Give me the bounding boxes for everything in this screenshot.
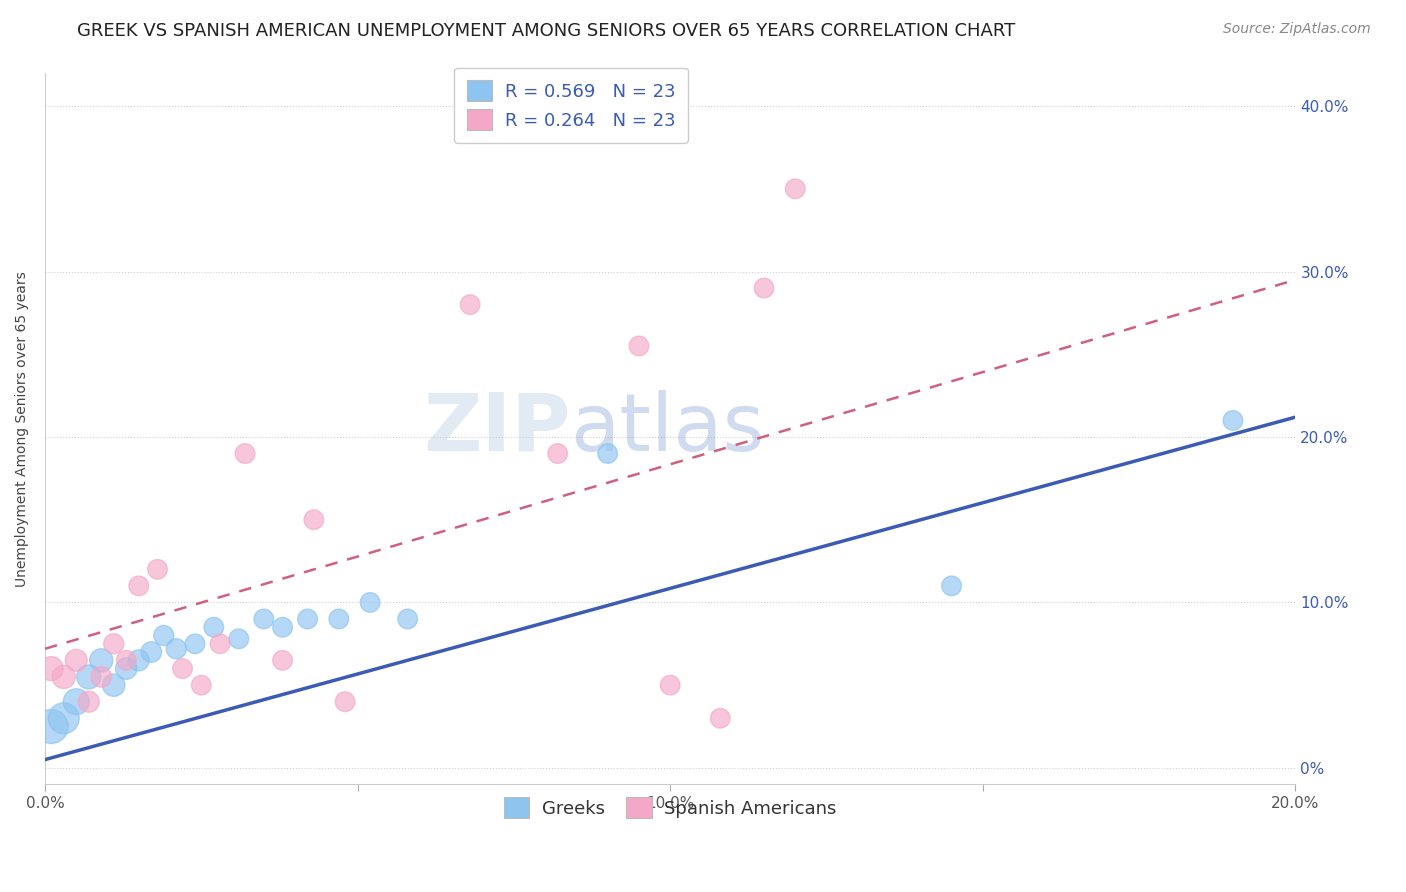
Point bbox=[302, 513, 325, 527]
Point bbox=[627, 339, 650, 353]
Legend: Greeks, Spanish Americans: Greeks, Spanish Americans bbox=[496, 790, 844, 825]
Point bbox=[709, 711, 731, 725]
Point bbox=[184, 637, 207, 651]
Point bbox=[39, 662, 62, 676]
Point bbox=[90, 670, 112, 684]
Point bbox=[141, 645, 163, 659]
Point bbox=[77, 695, 100, 709]
Point bbox=[128, 579, 150, 593]
Point bbox=[233, 446, 256, 460]
Point bbox=[202, 620, 225, 634]
Text: atlas: atlas bbox=[571, 390, 765, 467]
Point bbox=[271, 653, 294, 667]
Point bbox=[941, 579, 963, 593]
Point bbox=[333, 695, 356, 709]
Point bbox=[115, 653, 138, 667]
Text: GREEK VS SPANISH AMERICAN UNEMPLOYMENT AMONG SENIORS OVER 65 YEARS CORRELATION C: GREEK VS SPANISH AMERICAN UNEMPLOYMENT A… bbox=[77, 22, 1015, 40]
Point bbox=[190, 678, 212, 692]
Point bbox=[596, 446, 619, 460]
Point bbox=[396, 612, 419, 626]
Point bbox=[359, 595, 381, 609]
Point bbox=[103, 678, 125, 692]
Point bbox=[128, 653, 150, 667]
Text: Source: ZipAtlas.com: Source: ZipAtlas.com bbox=[1223, 22, 1371, 37]
Point bbox=[785, 182, 807, 196]
Point bbox=[115, 662, 138, 676]
Point bbox=[39, 719, 62, 733]
Point bbox=[103, 637, 125, 651]
Point bbox=[77, 670, 100, 684]
Point bbox=[547, 446, 569, 460]
Point bbox=[209, 637, 232, 651]
Point bbox=[253, 612, 276, 626]
Point bbox=[659, 678, 682, 692]
Point bbox=[146, 562, 169, 576]
Point bbox=[752, 281, 775, 295]
Point bbox=[1222, 413, 1244, 427]
Point bbox=[165, 641, 187, 656]
Point bbox=[65, 695, 87, 709]
Text: ZIP: ZIP bbox=[423, 390, 571, 467]
Point bbox=[152, 628, 174, 642]
Point bbox=[52, 711, 75, 725]
Point bbox=[458, 297, 481, 311]
Point bbox=[271, 620, 294, 634]
Y-axis label: Unemployment Among Seniors over 65 years: Unemployment Among Seniors over 65 years bbox=[15, 271, 30, 587]
Point bbox=[228, 632, 250, 646]
Point bbox=[52, 670, 75, 684]
Point bbox=[65, 653, 87, 667]
Point bbox=[172, 662, 194, 676]
Point bbox=[90, 653, 112, 667]
Point bbox=[297, 612, 319, 626]
Point bbox=[328, 612, 350, 626]
